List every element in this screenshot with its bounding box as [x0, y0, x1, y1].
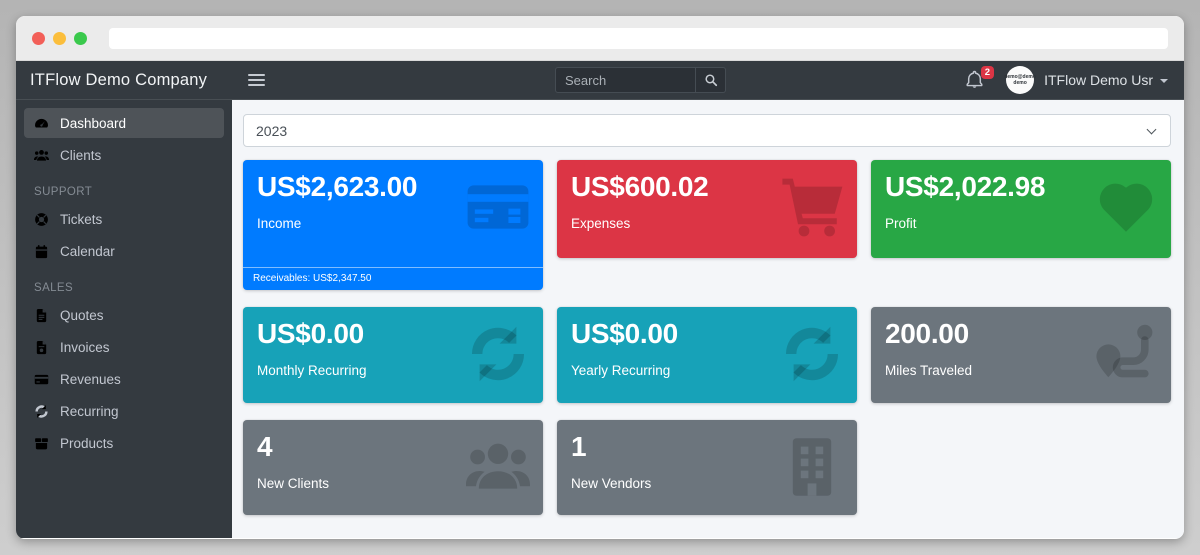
- search-icon: [704, 73, 718, 87]
- card-label: Monthly Recurring: [257, 363, 367, 378]
- card-label: New Vendors: [571, 476, 652, 491]
- sidebar-item-label: Quotes: [60, 307, 104, 323]
- card-label: Expenses: [571, 216, 631, 231]
- file-invoice-dollar-icon: [32, 340, 50, 355]
- search-input[interactable]: [555, 67, 696, 93]
- hamburger-bar: [248, 74, 265, 77]
- avatar[interactable]: demo@demo demo: [1004, 66, 1036, 94]
- sidebar-item-dashboard[interactable]: Dashboard: [24, 108, 224, 138]
- box-icon: [32, 436, 50, 451]
- browser-chrome: [16, 16, 1184, 61]
- sidebar-item-clients[interactable]: Clients: [24, 140, 224, 170]
- card-monthly-recurring[interactable]: US$0.00 Monthly Recurring: [243, 307, 543, 403]
- building-icon: [780, 435, 844, 499]
- card-new-vendors[interactable]: 1 New Vendors: [557, 420, 857, 515]
- sidebar-item-label: Products: [60, 435, 114, 451]
- year-filter-select[interactable]: 2023: [243, 114, 1171, 147]
- navbar-search: [555, 67, 726, 93]
- credit-card-icon: [466, 175, 530, 239]
- sidebar-section-support: SUPPORT: [34, 186, 93, 198]
- card-value: US$2,022.98: [885, 171, 1046, 202]
- calendar-icon: [32, 244, 50, 259]
- sidebar-item-label: Invoices: [60, 339, 110, 355]
- navbar-right: 2 demo@demo demo ITFlow Demo Usr: [965, 66, 1168, 94]
- app-header: ITFlow Demo Company 2: [16, 61, 1184, 100]
- card-profit[interactable]: US$2,022.98 Profit: [871, 160, 1171, 258]
- sidebar-item-label: Tickets: [60, 211, 103, 227]
- card-new-clients[interactable]: 4 New Clients: [243, 420, 543, 515]
- file-lines-icon: [32, 308, 50, 323]
- sidebar-item-products[interactable]: Products: [24, 428, 224, 458]
- card-expenses[interactable]: US$600.02 Expenses: [557, 160, 857, 258]
- card-label: Miles Traveled: [885, 363, 973, 378]
- credit-card-icon: [32, 372, 50, 387]
- card-miles-traveled[interactable]: 200.00 Miles Traveled: [871, 307, 1171, 403]
- brand-title[interactable]: ITFlow Demo Company: [30, 70, 208, 89]
- card-value: 1: [571, 431, 587, 462]
- main-content: 2023 US$2,623.00 Income Receivables: US$…: [232, 100, 1184, 538]
- sidebar-item-tickets[interactable]: Tickets: [24, 204, 224, 234]
- card-value: US$600.02: [571, 171, 709, 202]
- card-value: 4: [257, 431, 273, 462]
- card-value: US$0.00: [257, 318, 364, 349]
- year-filter-value: 2023: [256, 122, 288, 139]
- itflow-app: ITFlow Demo Company 2: [16, 61, 1184, 538]
- card-footer: Receivables: US$2,347.50: [243, 267, 543, 290]
- search-button[interactable]: [696, 67, 726, 93]
- browser-window: ITFlow Demo Company 2: [16, 16, 1184, 539]
- card-yearly-recurring[interactable]: US$0.00 Yearly Recurring: [557, 307, 857, 403]
- avatar-text-line1: demo@demo: [1004, 73, 1036, 80]
- user-menu[interactable]: ITFlow Demo Usr: [1044, 72, 1168, 88]
- hamburger-bar: [248, 78, 265, 82]
- sidebar-item-label: Calendar: [60, 243, 115, 259]
- notification-badge: 2: [980, 66, 995, 80]
- sidebar-item-revenues[interactable]: Revenues: [24, 364, 224, 394]
- sidebar-item-quotes[interactable]: Quotes: [24, 300, 224, 330]
- url-bar[interactable]: [109, 27, 1168, 49]
- sidebar-item-label: Revenues: [60, 371, 121, 387]
- card-value: 200.00: [885, 318, 969, 349]
- top-navbar: 2 demo@demo demo ITFlow Demo Usr: [232, 61, 1184, 99]
- card-value: US$0.00: [571, 318, 678, 349]
- sidebar-item-label: Recurring: [60, 403, 119, 419]
- hamburger-bar: [248, 83, 265, 86]
- sidebar: Dashboard Clients SUPPORT Tickets Calend…: [16, 100, 232, 538]
- card-label: Yearly Recurring: [571, 363, 671, 378]
- card-label: Profit: [885, 216, 917, 231]
- sidebar-item-recurring[interactable]: Recurring: [24, 396, 224, 426]
- notifications-button[interactable]: 2: [965, 66, 995, 90]
- user-name: ITFlow Demo Usr: [1044, 72, 1153, 88]
- chevron-down-icon: [1160, 79, 1168, 83]
- dashboard-cards: US$2,623.00 Income Receivables: US$2,347…: [243, 160, 1171, 515]
- life-ring-icon: [32, 212, 50, 227]
- sidebar-toggle-icon[interactable]: [248, 74, 265, 86]
- sidebar-item-calendar[interactable]: Calendar: [24, 236, 224, 266]
- sidebar-item-label: Clients: [60, 147, 102, 163]
- card-label: New Clients: [257, 476, 330, 491]
- sidebar-item-label: Dashboard: [60, 115, 127, 131]
- sync-icon: [32, 404, 50, 419]
- minimize-window-button[interactable]: [53, 31, 66, 45]
- close-window-button[interactable]: [32, 31, 45, 45]
- card-value: US$2,623.00: [257, 171, 418, 202]
- chevron-down-icon: [1146, 124, 1157, 135]
- maximize-window-button[interactable]: [74, 31, 87, 45]
- card-label: Income: [257, 216, 302, 231]
- users-icon: [32, 148, 50, 163]
- sidebar-item-invoices[interactable]: Invoices: [24, 332, 224, 362]
- sidebar-section-sales: SALES: [34, 282, 74, 294]
- card-income[interactable]: US$2,623.00 Income Receivables: US$2,347…: [243, 160, 543, 290]
- tachometer-icon: [32, 116, 50, 131]
- avatar-text-line2: demo: [1013, 80, 1027, 86]
